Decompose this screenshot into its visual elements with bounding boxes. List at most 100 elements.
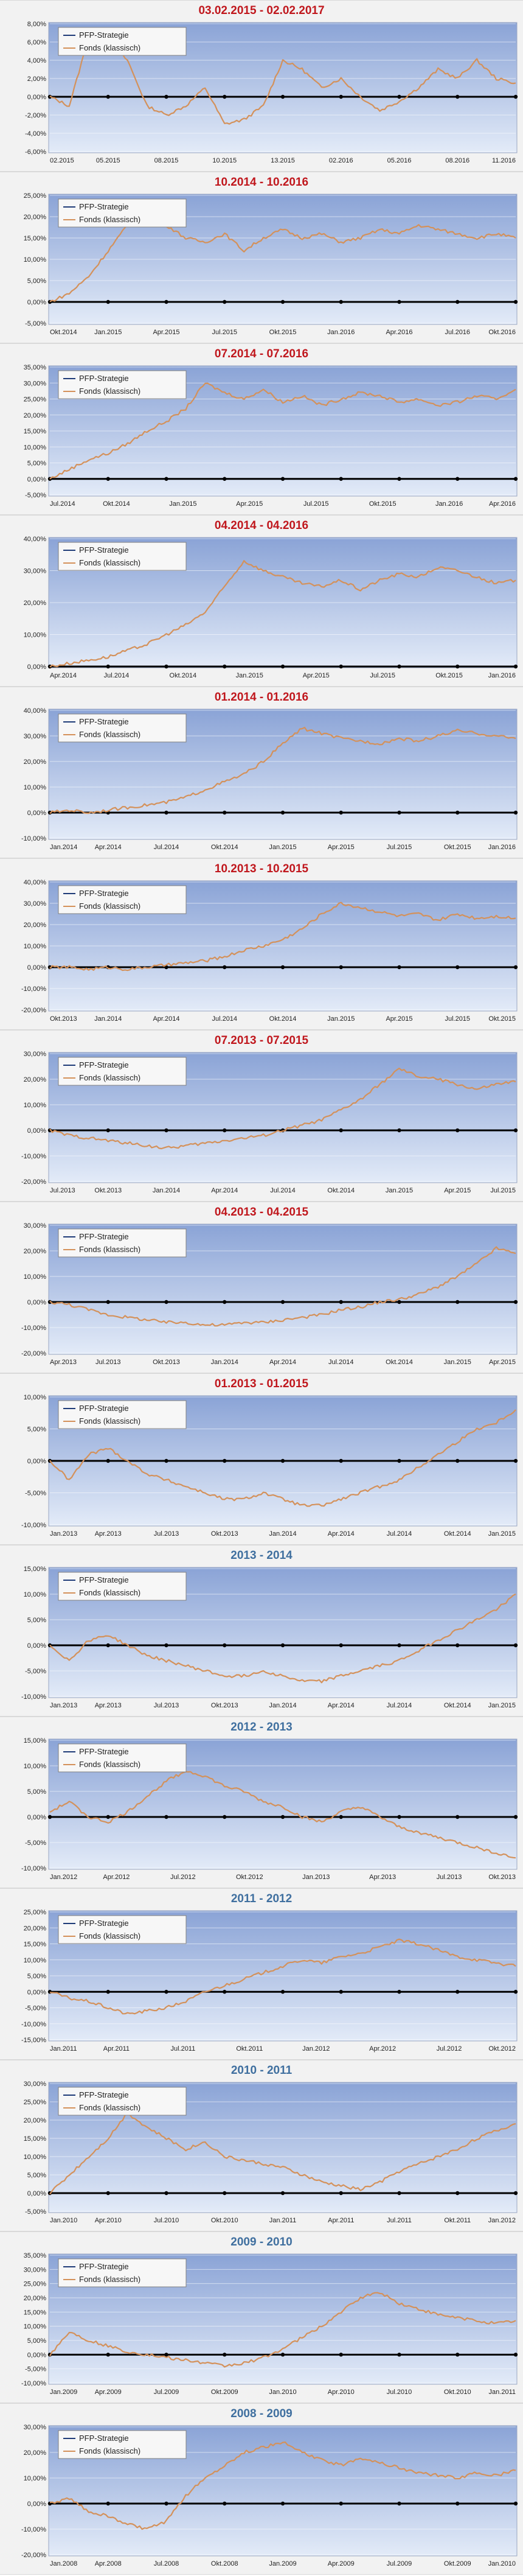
x-tick-label: Jan.2014 — [50, 844, 77, 851]
strategy-point — [164, 477, 168, 481]
strategy-point — [280, 477, 285, 481]
strategy-point — [164, 94, 168, 99]
y-tick-label: 20,00% — [24, 1248, 47, 1255]
fonds-series-line — [49, 560, 516, 668]
y-tick-label: 10,00% — [24, 1763, 47, 1770]
strategy-point — [455, 2501, 460, 2506]
x-tick-label: Apr.2012 — [103, 1874, 130, 1881]
x-tick-label: Jan.2010 — [488, 2560, 516, 2567]
strategy-point — [339, 2191, 343, 2196]
strategy-point — [164, 2501, 168, 2506]
strategy-point — [223, 94, 227, 99]
strategy-point — [280, 94, 285, 99]
y-tick-label: -5,00% — [25, 2366, 46, 2373]
chart-title: 04.2013 - 04.2015 — [214, 1206, 309, 1219]
x-tick-label: Jan.2013 — [302, 1874, 330, 1881]
x-tick-label: Jul.2015 — [445, 1015, 470, 1023]
y-tick-label: 10,00% — [24, 2154, 47, 2161]
chart-title: 07.2013 - 07.2015 — [214, 1034, 309, 1047]
x-tick-label: Jan.2015 — [327, 1015, 355, 1023]
x-tick-label: Okt.2014 — [386, 1359, 413, 1366]
x-tick-label: Okt.2010 — [211, 2217, 238, 2224]
x-tick-label: Jan.2016 — [488, 844, 516, 851]
y-tick-label: 20,00% — [24, 922, 47, 929]
legend-fonds-label: Fonds (klassisch) — [79, 1073, 140, 1082]
legend-strategy-label: PFP-Strategie — [79, 1919, 129, 1928]
y-tick-label: 0,00% — [27, 1127, 46, 1135]
strategy-point — [513, 1128, 518, 1133]
x-tick-label: Jan.2014 — [153, 1187, 180, 1194]
y-tick-label: 10,00% — [24, 1591, 47, 1598]
chart-panel: 2013 - 2014 15,00% 10,00% 5,00% 0,00% -5,00% -… — [0, 1545, 523, 1717]
x-tick-label: 02.2015 — [50, 157, 74, 164]
strategy-point — [106, 2353, 110, 2357]
x-tick-label: Jan.2012 — [488, 2217, 516, 2224]
x-tick-label: Apr.2009 — [95, 2389, 122, 2396]
strategy-point — [280, 664, 285, 669]
chart-title: 2012 - 2013 — [230, 1721, 293, 1734]
x-tick-label: Jul.2014 — [387, 1530, 412, 1538]
y-tick-label: 20,00% — [24, 600, 47, 607]
y-tick-label: -5,00% — [25, 2208, 46, 2216]
line-chart: 30,00% 20,00% 10,00% 0,00% -10,00% -20,00% Jul… — [21, 1051, 518, 1194]
y-tick-label: 40,00% — [24, 707, 47, 715]
x-tick-label: Apr.2014 — [328, 1702, 355, 1709]
strategy-point — [106, 664, 110, 669]
strategy-point — [397, 810, 401, 815]
strategy-point — [339, 1300, 343, 1304]
strategy-point — [280, 2501, 285, 2506]
x-tick-label: Okt.2016 — [488, 329, 516, 336]
x-tick-label: Jan.2015 — [169, 500, 196, 508]
strategy-point — [397, 1128, 401, 1133]
x-tick-label: Apr.2016 — [489, 500, 516, 508]
line-chart: 40,00% 30,00% 20,00% 10,00% 0,00% -10,00% -20,… — [21, 879, 518, 1023]
strategy-point — [513, 1300, 518, 1304]
x-tick-label: Jan.2011 — [269, 2217, 296, 2224]
chart-panel: 2009 - 2010 35,00% 30,00% 25,00% 20,00% 15,00… — [0, 2231, 523, 2403]
x-tick-label: Jan.2012 — [302, 2045, 330, 2053]
y-tick-label: 20,00% — [24, 412, 47, 419]
strategy-point — [339, 1990, 343, 1994]
legend-box — [58, 1743, 187, 1773]
legend-strategy-label: PFP-Strategie — [79, 374, 129, 383]
x-tick-label: Jan.2012 — [50, 1874, 77, 1881]
x-tick-label: Jan.2016 — [327, 329, 355, 336]
y-tick-label: 30,00% — [24, 1051, 47, 1058]
chart-title: 2011 - 2012 — [230, 1892, 293, 1905]
y-tick-label: 15,00% — [24, 428, 47, 435]
legend: PFP-Strategie Fonds (klassisch) — [58, 2258, 187, 2287]
strategy-point — [397, 94, 401, 99]
x-tick-label: Jan.2015 — [488, 1530, 516, 1538]
legend-box — [58, 885, 187, 914]
x-tick-label: Apr.2015 — [303, 672, 330, 679]
legend-strategy-label: PFP-Strategie — [79, 1060, 129, 1069]
x-tick-label: 13.2015 — [271, 157, 295, 164]
y-tick-label: 0,00% — [27, 663, 46, 671]
y-tick-label: 0,00% — [27, 2501, 46, 2508]
strategy-point — [280, 2191, 285, 2196]
line-chart: 15,00% 10,00% 5,00% 0,00% -5,00% -10,00% Jan.2… — [21, 1566, 518, 1709]
y-tick-label: -20,00% — [21, 1007, 46, 1014]
legend: PFP-Strategie Fonds (klassisch) — [58, 27, 187, 56]
y-tick-label: 30,00% — [24, 1222, 47, 1230]
y-tick-label: 25,00% — [24, 396, 47, 404]
legend-box — [58, 370, 187, 399]
y-tick-label: 30,00% — [24, 380, 47, 387]
line-chart: 30,00% 25,00% 20,00% 15,00% 10,00% 5,00% 0,00%… — [24, 2081, 518, 2224]
strategy-point — [397, 299, 401, 304]
y-tick-label: 30,00% — [24, 2081, 47, 2088]
y-tick-label: 5,00% — [27, 1973, 46, 1980]
fonds-series-line — [49, 1938, 516, 2015]
x-tick-label: Okt.2011 — [444, 2217, 471, 2224]
x-tick-label: Okt.2015 — [435, 672, 463, 679]
x-tick-label: Jul.2015 — [303, 500, 329, 508]
y-tick-label: -10,00% — [21, 1522, 46, 1529]
x-tick-label: Jul.2015 — [212, 329, 237, 336]
strategy-point — [339, 1458, 343, 1463]
y-tick-label: 5,00% — [27, 2337, 46, 2345]
strategy-point — [280, 1643, 285, 1648]
strategy-point — [106, 2501, 110, 2506]
x-tick-label: Jan.2016 — [435, 500, 463, 508]
strategy-point — [339, 94, 343, 99]
x-tick-label: Apr.2014 — [153, 1015, 179, 1023]
